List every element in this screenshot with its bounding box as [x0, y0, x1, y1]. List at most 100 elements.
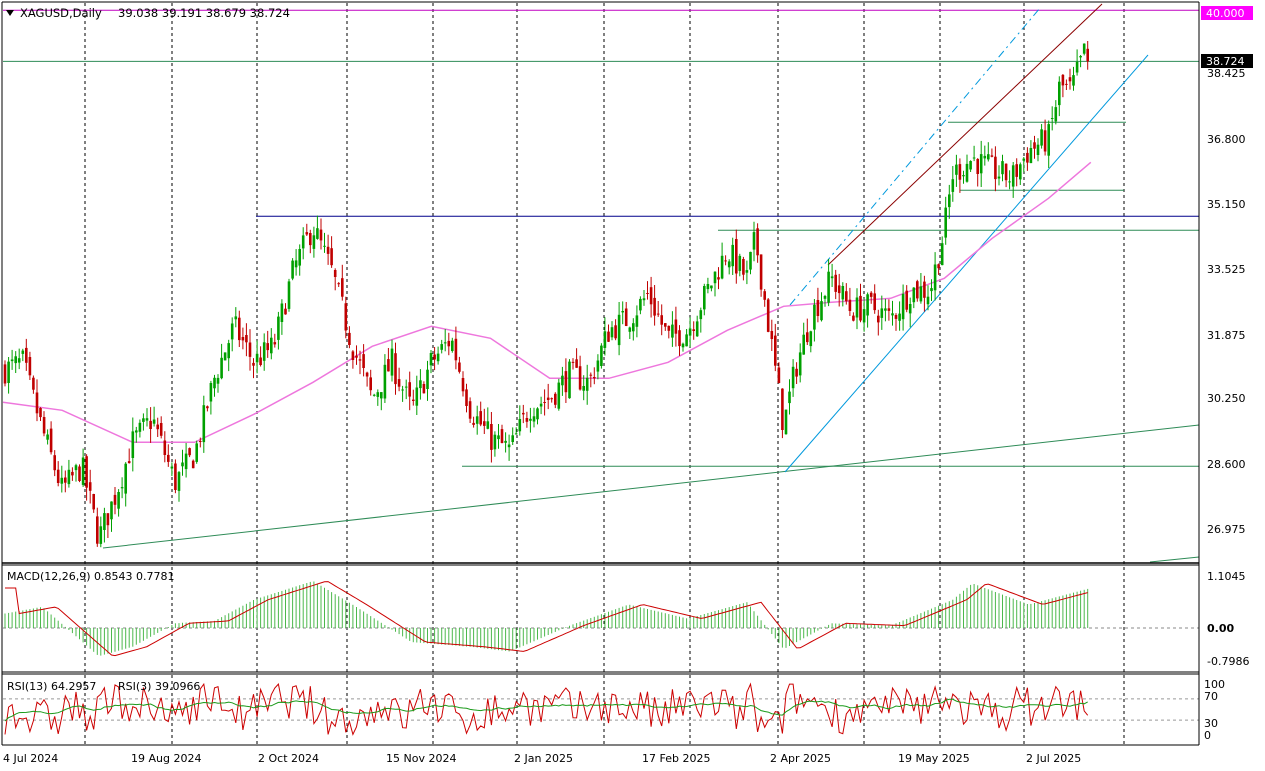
level-40-badge: [1201, 6, 1253, 20]
candle-body: [230, 323, 234, 340]
candle-body: [117, 492, 120, 509]
candle-body: [348, 332, 351, 345]
candle-body: [710, 285, 713, 289]
price-tick: 33.525: [1207, 263, 1246, 276]
candle-body: [1058, 81, 1061, 106]
candle-body: [642, 298, 646, 301]
time-label: 4 Jul 2024: [3, 752, 58, 765]
candle-body: [990, 155, 994, 157]
candle-body: [1061, 74, 1065, 86]
candle-body: [802, 334, 805, 355]
candle-body: [830, 276, 834, 279]
candle-body: [440, 344, 443, 350]
time-label: 2 Jul 2025: [1026, 752, 1081, 765]
upper-trendline: [827, 3, 1103, 266]
candle-body: [1022, 158, 1026, 161]
candle-body: [976, 159, 979, 174]
candle-body: [884, 308, 887, 311]
candle-body: [401, 389, 404, 391]
rsi-labels: RSI(13) 64.2957 RSI(3) 39.0966 100 70 30…: [7, 678, 1225, 742]
candle-body: [923, 281, 926, 298]
candle-body: [596, 360, 600, 372]
candle-body: [184, 453, 188, 470]
candle-body: [951, 179, 955, 192]
candle-body: [994, 156, 997, 180]
candle-body: [124, 463, 127, 494]
candle-body: [955, 164, 958, 175]
candle-body: [781, 388, 784, 430]
candle-body: [468, 401, 472, 419]
candle-body: [28, 357, 32, 376]
candle-body: [656, 313, 660, 315]
candle-body: [582, 386, 585, 391]
candle-body: [17, 358, 21, 363]
candle-body: [351, 351, 355, 360]
pane-borders: [1, 1, 1200, 746]
candle-body: [110, 501, 113, 520]
candle-body: [341, 278, 344, 297]
candle-body: [355, 355, 358, 358]
candle-body: [852, 315, 855, 321]
triangle-down-icon[interactable]: [6, 10, 14, 16]
macd-title: MACD(12,26,9) 0.8543 0.7781: [7, 570, 175, 583]
candle-body: [962, 175, 965, 177]
macd-tick-top: 1.1045: [1207, 570, 1246, 583]
price-tick: 36.800: [1207, 133, 1246, 146]
candle-body: [71, 471, 74, 476]
candle-body: [543, 402, 546, 403]
candle-body: [1079, 56, 1082, 58]
rsi13-line: [4, 698, 1088, 722]
candle-body: [873, 293, 876, 311]
price-tick: 35.150: [1207, 198, 1246, 211]
candle-body: [333, 270, 337, 277]
candle-body: [131, 431, 135, 458]
candle-body: [216, 377, 220, 384]
candle-body: [600, 345, 603, 366]
candle-body: [1004, 163, 1008, 181]
candle-body: [827, 271, 830, 303]
candle-body: [593, 377, 596, 379]
candle-body: [337, 283, 340, 285]
candle-body: [220, 357, 223, 379]
drawing-objects[interactable]: [3, 3, 1200, 563]
candle-body: [46, 434, 49, 440]
candle-body: [866, 294, 869, 316]
candle-body: [529, 418, 532, 421]
candle-body: [3, 364, 7, 384]
candle-body: [777, 367, 781, 383]
candle-body: [703, 286, 706, 310]
candle-body: [908, 304, 912, 314]
candle-body: [199, 441, 202, 442]
candle-body: [415, 387, 419, 406]
macd-tick-bottom: -0.7986: [1207, 655, 1249, 668]
candle-body: [749, 251, 752, 270]
candle-body: [632, 323, 635, 332]
candle-body: [280, 303, 284, 322]
candle-body: [1075, 61, 1079, 73]
candle-body: [447, 340, 451, 347]
candle-body: [770, 331, 774, 339]
rsi13-title: RSI(13) 64.2957: [7, 680, 96, 693]
candle-body: [287, 281, 291, 309]
candle-body: [518, 419, 522, 432]
candle-body: [195, 443, 198, 462]
candle-body: [404, 386, 408, 388]
candle-body: [816, 300, 820, 316]
candle-body: [617, 314, 621, 346]
candle-body: [848, 299, 852, 311]
candle-body: [301, 235, 305, 249]
candle-body: [969, 161, 972, 170]
candle-body: [486, 421, 490, 429]
rsi-tick-0: 0: [1204, 729, 1211, 742]
candle-body: [788, 391, 791, 404]
candle-body: [738, 255, 742, 271]
time-label: 19 Aug 2024: [131, 752, 201, 765]
candle-body: [1072, 75, 1075, 86]
candle-body: [78, 466, 81, 481]
candle-body: [135, 430, 138, 433]
price-tick: 38.425: [1207, 67, 1246, 80]
candle-body: [532, 416, 536, 422]
candle-body: [731, 244, 734, 267]
candle-body: [273, 342, 277, 345]
